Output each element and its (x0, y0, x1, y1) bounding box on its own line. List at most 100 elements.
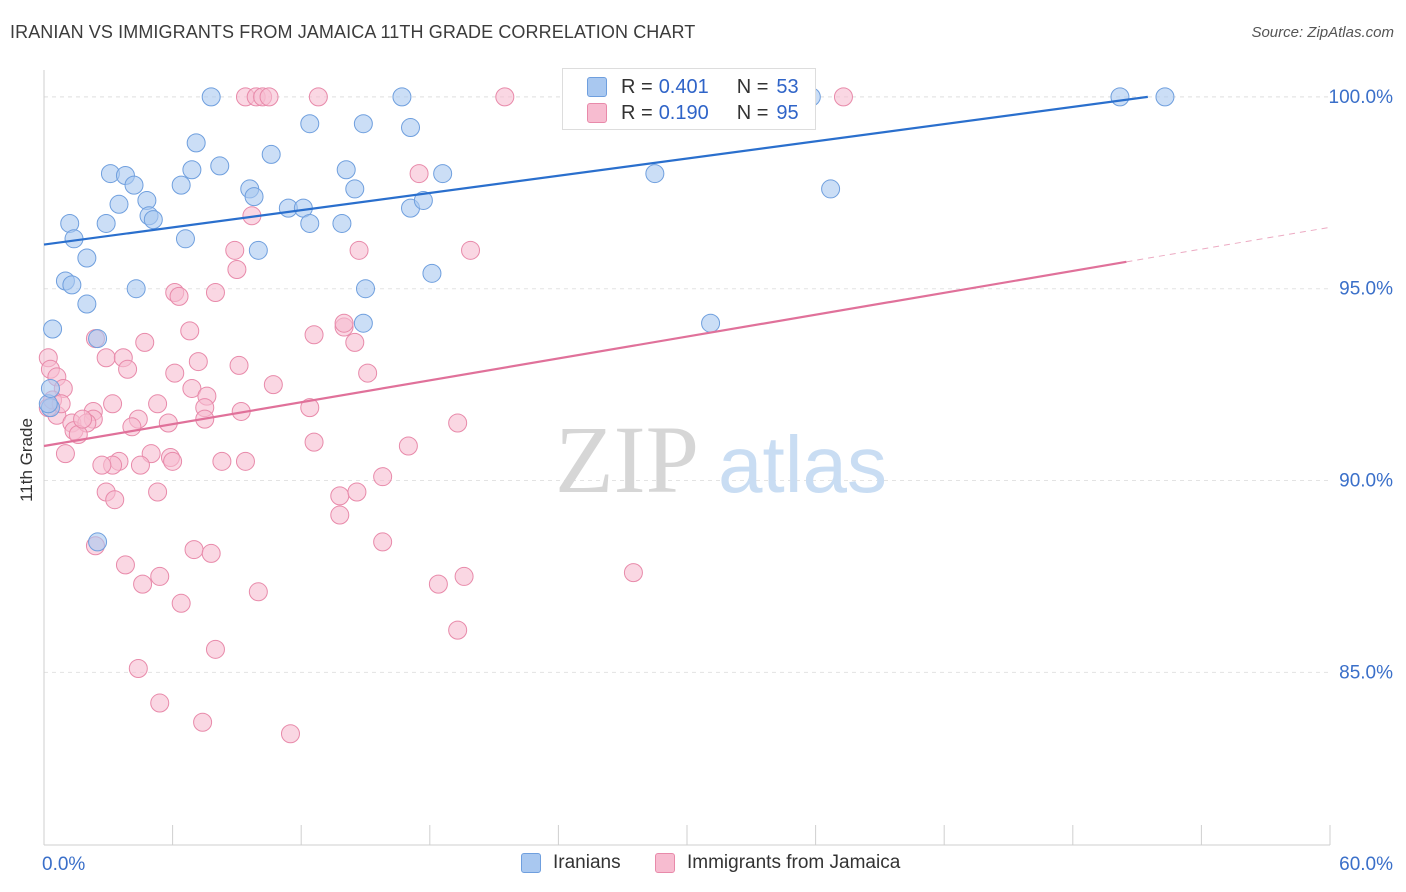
scatter-point (229, 355, 249, 375)
scatter-point (645, 164, 665, 184)
scatter-point (300, 213, 320, 233)
legend-row-iranians: R = 0.401 N = 53 (587, 75, 799, 99)
scatter-point (212, 451, 232, 471)
bottom-legend-iranians: Iranians (521, 852, 621, 874)
watermark: ZIP atlas (555, 406, 887, 513)
tick-labels: 85.0% 90.0% 95.0% 100.0% 0.0% 60.0% (42, 87, 1393, 875)
scatter-point (88, 532, 108, 552)
legend-n-label: N = (736, 75, 769, 98)
scatter-point (454, 566, 474, 586)
scatter-point (128, 659, 148, 679)
scatter-point (1110, 87, 1130, 107)
scatter-point (188, 352, 208, 372)
scatter-point (701, 313, 721, 333)
y-tick-label: 90.0% (1339, 471, 1393, 492)
scatter-point (433, 164, 453, 184)
source-label: Source: ZipAtlas.com (1251, 24, 1394, 41)
scatter-point (398, 436, 418, 456)
data-points (38, 87, 1175, 744)
scatter-point (373, 467, 393, 487)
scatter-point (248, 582, 268, 602)
scatter-point (182, 160, 202, 180)
legend-swatch-iranians (587, 77, 607, 97)
legend-r-label: R = (621, 101, 653, 124)
scatter-point (118, 359, 138, 379)
scatter-point (96, 213, 116, 233)
scatter-point (96, 348, 116, 368)
scatter-point (148, 482, 168, 502)
scatter-point (345, 179, 365, 199)
scatter-point (347, 482, 367, 502)
scatter-point (345, 332, 365, 352)
scatter-point (356, 279, 375, 299)
scatter-point (175, 229, 195, 249)
legend-n-value: 53 (776, 75, 799, 98)
legend-n-label: N = (736, 101, 769, 124)
scatter-point (448, 413, 468, 433)
watermark-zip: ZIP (555, 406, 699, 513)
scatter-point (124, 175, 144, 195)
scatter-point (349, 240, 369, 260)
scatter-point (40, 378, 60, 398)
scatter-point (358, 363, 378, 383)
legend-swatch-jamaica (587, 103, 607, 123)
scatter-point (300, 114, 320, 134)
chart-title: IRANIAN VS IMMIGRANTS FROM JAMAICA 11TH … (10, 22, 696, 42)
scatter-point (73, 409, 93, 429)
scatter-point (225, 240, 245, 260)
scatter-point (92, 455, 112, 475)
scatter-point (244, 187, 264, 207)
scatter-point (1155, 87, 1175, 107)
y-tick-label: 100.0% (1329, 87, 1394, 108)
scatter-point (171, 175, 191, 195)
scatter-point (409, 164, 429, 184)
scatter-point (105, 490, 125, 510)
scatter-point (261, 144, 281, 164)
scatter-point (304, 325, 324, 345)
legend-r-value: 0.190 (658, 101, 709, 124)
scatter-point (428, 574, 448, 594)
scatter-point (201, 543, 221, 563)
legend-box: R = 0.401 N = 53 R = 0.190 N = 95 (562, 68, 816, 130)
trend-line-extension (1126, 226, 1331, 263)
scatter-point (143, 210, 163, 230)
scatter-point (133, 574, 153, 594)
x-tick-label: 0.0% (42, 854, 85, 875)
watermark-atlas: atlas (718, 420, 887, 509)
scatter-point (193, 712, 213, 732)
scatter-point (62, 275, 82, 295)
scatter-point (150, 566, 170, 586)
scatter-point (205, 639, 225, 659)
scatter-point (182, 378, 202, 398)
scatter-point (422, 263, 442, 283)
scatter-point (77, 248, 97, 268)
scatter-point (308, 87, 328, 107)
scatter-point (77, 294, 97, 314)
scatter-point (103, 394, 123, 414)
y-tick-label: 95.0% (1339, 279, 1393, 300)
scatter-point (280, 724, 300, 744)
trend-lines (43, 95, 1331, 448)
bottom-legend-swatch-iranians (521, 853, 541, 873)
scatter-point (353, 313, 373, 333)
scatter-point (495, 87, 515, 107)
scatter-point (135, 332, 155, 352)
scatter-point (163, 451, 183, 471)
scatter-point (392, 87, 412, 107)
scatter-point (833, 87, 853, 107)
scatter-point (235, 451, 255, 471)
x-tick-label: 60.0% (1339, 854, 1393, 875)
scatter-point (169, 286, 189, 306)
scatter-point (150, 693, 170, 713)
scatter-point (148, 394, 168, 414)
grid-lines (44, 96, 1332, 673)
scatter-point (43, 319, 63, 339)
scatter-point (184, 540, 204, 560)
scatter-point (248, 240, 268, 260)
scatter-point (334, 313, 354, 333)
scatter-point (263, 375, 283, 395)
scatter-point (330, 486, 350, 506)
scatter-point (186, 133, 206, 153)
legend-row-jamaica: R = 0.190 N = 95 (587, 101, 799, 125)
